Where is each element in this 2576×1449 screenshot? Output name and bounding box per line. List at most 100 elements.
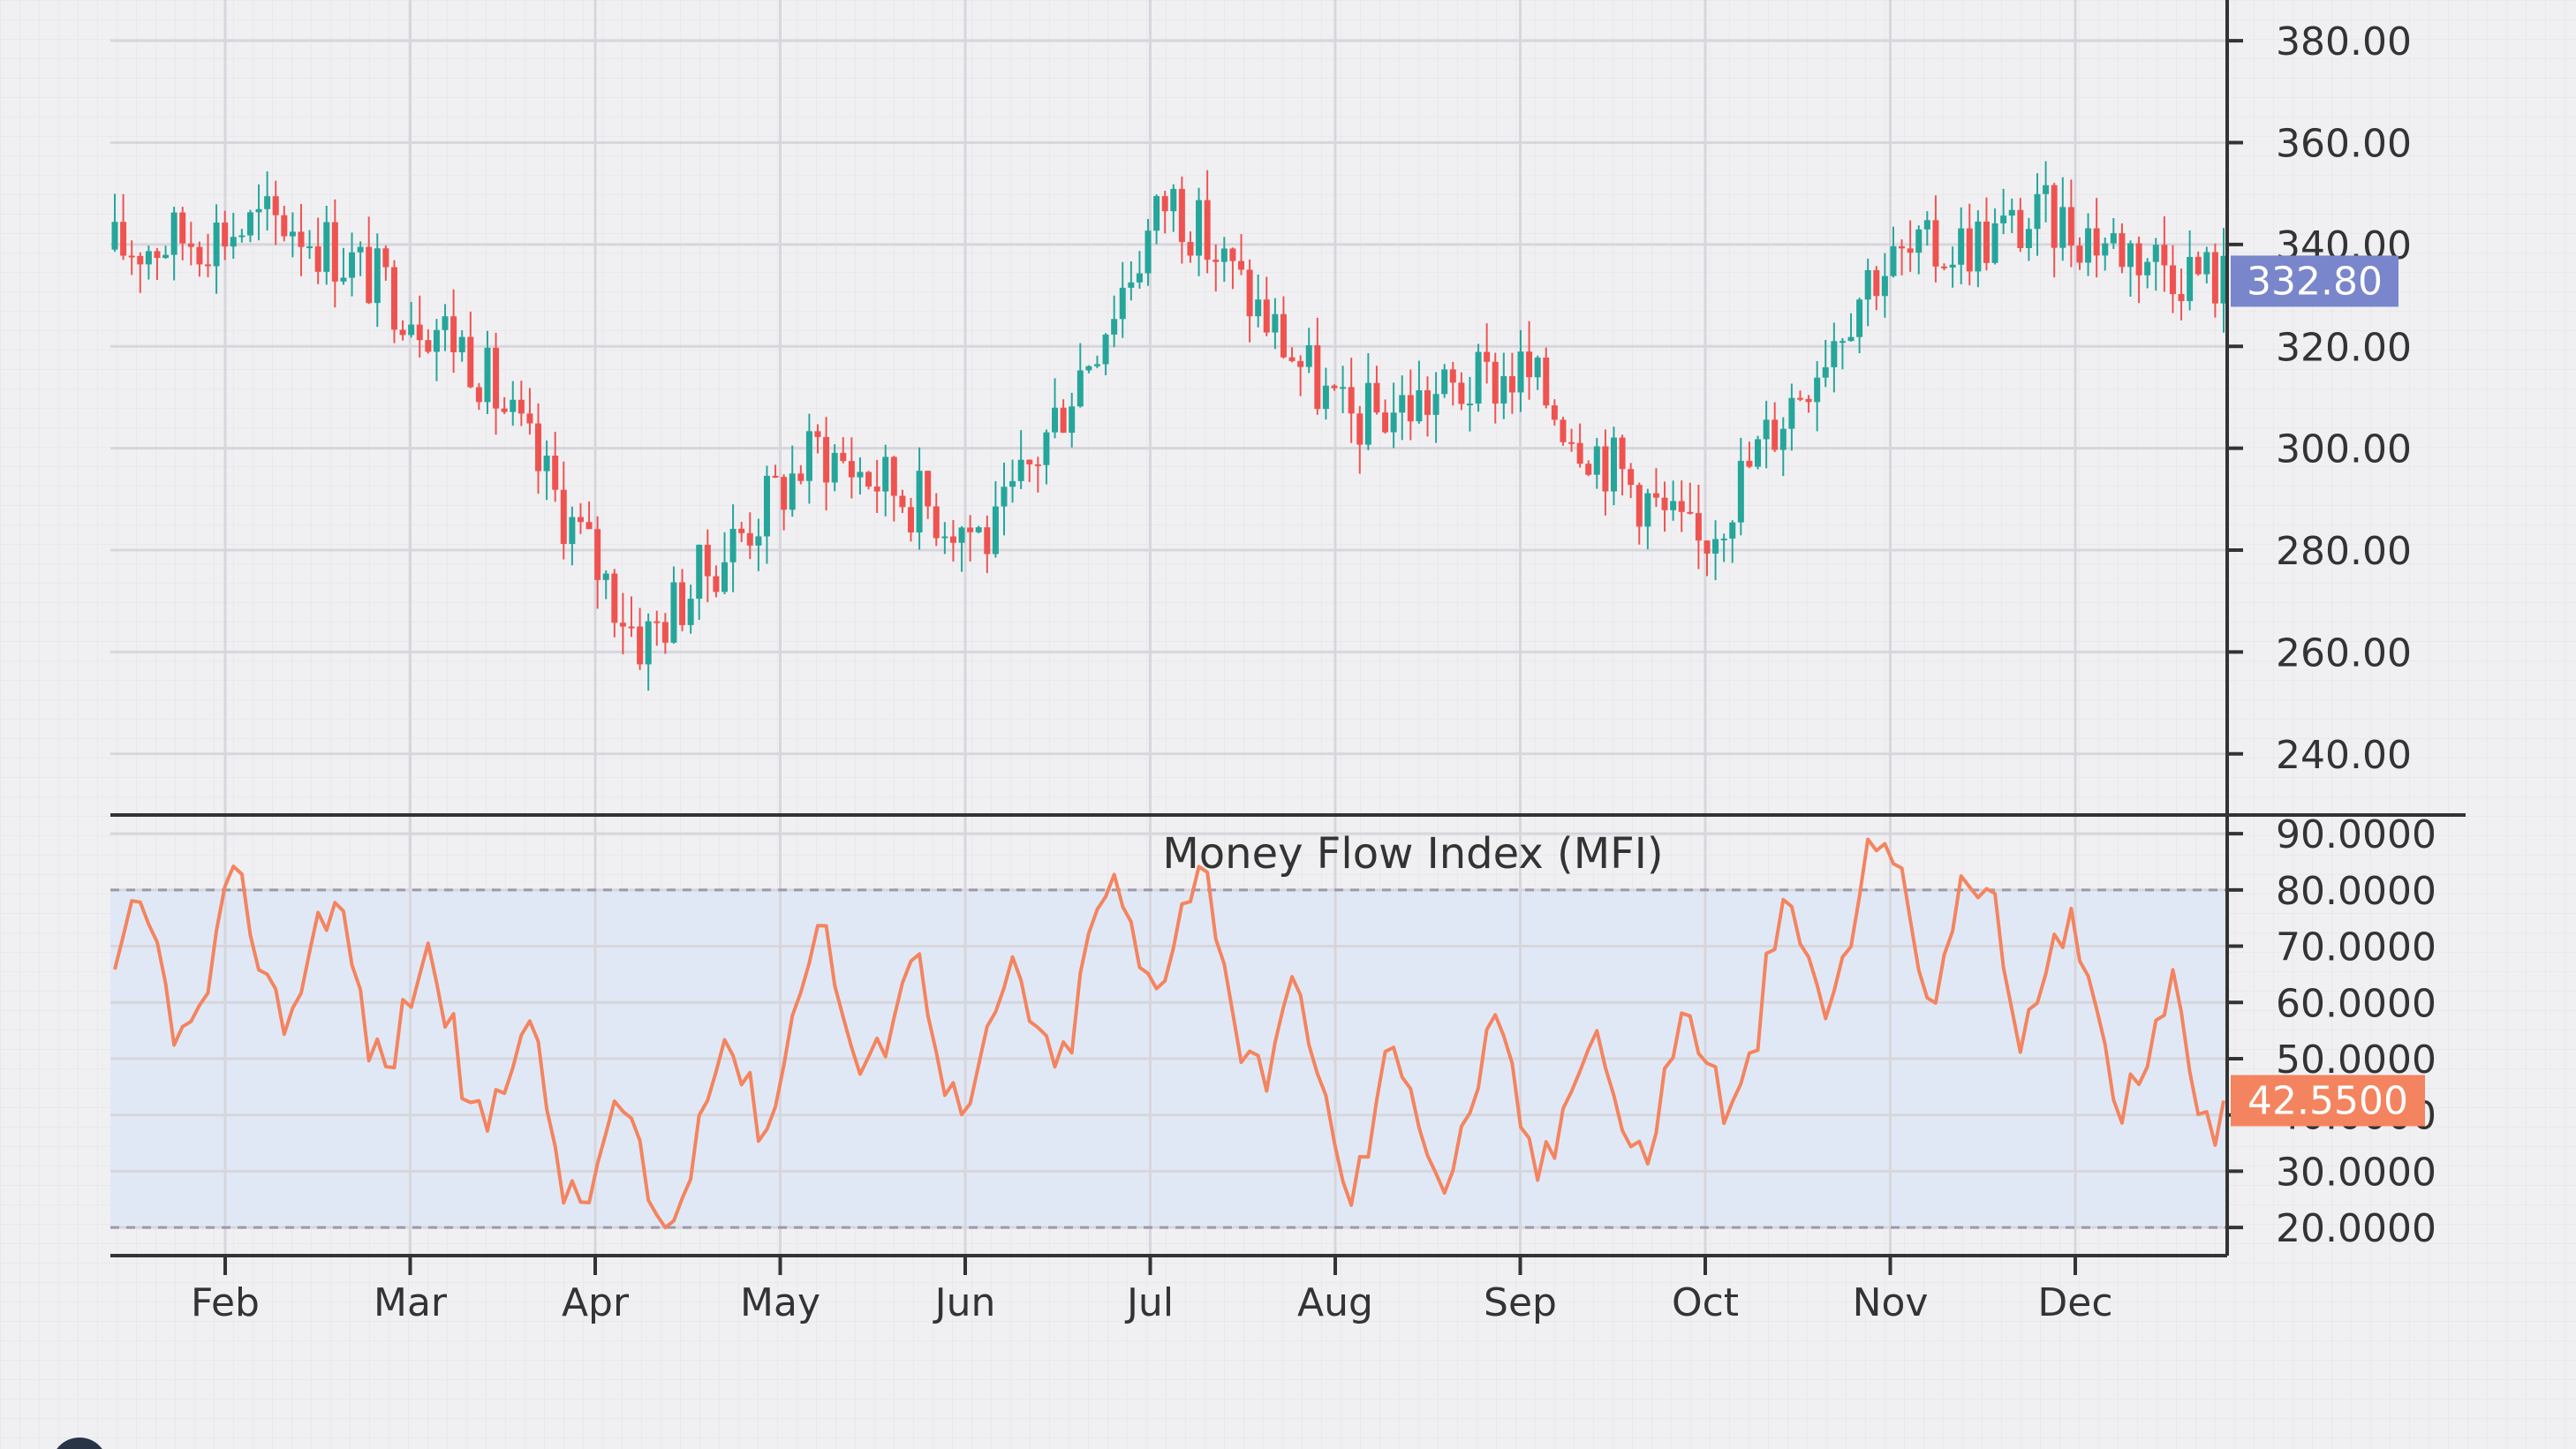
candle-body xyxy=(1069,406,1076,434)
candle-body xyxy=(475,387,482,403)
candle-body xyxy=(1001,487,1008,507)
mfi-y-tick-label: 60.0000 xyxy=(2276,981,2436,1026)
candle-body xyxy=(187,243,194,247)
candle-body xyxy=(1280,313,1287,358)
candle-body xyxy=(848,461,855,478)
candle-body xyxy=(1441,369,1448,395)
candle-body xyxy=(1923,220,1930,230)
candle-body xyxy=(687,599,694,625)
candle-body xyxy=(340,277,347,282)
candle-body xyxy=(1060,407,1067,434)
candle-body xyxy=(2034,193,2041,230)
candle-body xyxy=(984,527,991,555)
candle-body xyxy=(1484,351,1491,362)
candle-body xyxy=(2093,228,2100,256)
candle-body xyxy=(213,223,220,267)
candle-body xyxy=(755,536,762,546)
candle-body xyxy=(2051,185,2058,248)
candle-body xyxy=(526,413,533,424)
candle-body xyxy=(916,471,923,532)
candle-body xyxy=(1703,540,1711,554)
candle-body xyxy=(2144,261,2151,275)
candle-body xyxy=(2017,209,2024,248)
candle-body xyxy=(1458,382,1465,404)
candle-body xyxy=(1771,419,1779,450)
candle-body xyxy=(1856,299,1863,337)
candle-body xyxy=(2059,207,2066,248)
candle-body xyxy=(264,196,271,209)
candle-body xyxy=(1695,513,1702,541)
candle-body xyxy=(1746,460,1753,467)
candle-body xyxy=(611,573,618,623)
candle-body xyxy=(2043,185,2050,194)
candle-body xyxy=(2161,245,2168,266)
candle-body xyxy=(416,324,423,341)
candle-body xyxy=(772,475,779,478)
candle-body xyxy=(831,452,838,483)
candle-body xyxy=(1238,260,1245,270)
candle-body xyxy=(1847,336,1855,342)
candle-body xyxy=(1678,501,1685,512)
candle-body xyxy=(1416,390,1423,422)
candle-body xyxy=(653,621,661,623)
candle-body xyxy=(255,208,262,213)
price-y-tick-label: 300.00 xyxy=(2276,427,2412,472)
candle-body xyxy=(637,626,644,665)
mfi-y-tick-label: 90.0000 xyxy=(2276,812,2436,857)
candle-body xyxy=(543,455,550,472)
candle-body xyxy=(1576,442,1583,464)
candle-body xyxy=(450,316,457,352)
candle-body xyxy=(1814,377,1821,403)
candle-body xyxy=(1348,387,1355,414)
candle-body xyxy=(975,527,982,532)
candle-body xyxy=(2076,245,2083,263)
candle-body xyxy=(1517,351,1524,393)
candle-body xyxy=(1111,319,1118,335)
price-grid xyxy=(110,0,2227,815)
candle-body xyxy=(408,324,415,336)
candle-body xyxy=(1034,464,1041,466)
candle-body xyxy=(120,222,127,256)
candle-body xyxy=(366,246,373,304)
candle-body xyxy=(467,336,474,388)
candle-body xyxy=(1805,398,1812,403)
candle-body xyxy=(1322,385,1329,410)
x-axis: Feb Mar Apr May Jun Jul Aug Sep Oct Nov Dec xyxy=(191,1256,2113,1325)
candle-body xyxy=(1161,196,1168,212)
candle-body xyxy=(992,506,999,555)
candle-body xyxy=(535,423,542,472)
candle-body xyxy=(1864,269,1871,300)
candle-body xyxy=(458,336,465,352)
candle-body xyxy=(1610,437,1617,492)
corner-avatar-icon xyxy=(57,1438,102,1449)
candle-body xyxy=(1593,446,1600,475)
candle-body xyxy=(899,495,906,508)
last-mfi-label: 42.5500 xyxy=(2247,1078,2408,1123)
candle-body xyxy=(399,329,406,336)
candle-body xyxy=(230,237,237,247)
candle-body xyxy=(704,544,711,577)
candle-body xyxy=(763,475,770,537)
candle-body xyxy=(1297,360,1304,367)
candle-body xyxy=(2102,243,2109,256)
candle-body xyxy=(2110,233,2117,244)
candle-body xyxy=(1839,341,1846,343)
candle-body xyxy=(1187,242,1194,256)
candle-body xyxy=(1212,260,1220,262)
candle-body xyxy=(602,573,609,580)
candle-body xyxy=(1644,493,1651,527)
price-candles xyxy=(111,161,2227,691)
candle-body xyxy=(1364,382,1371,445)
candle-body xyxy=(501,408,508,412)
price-y-tick-label: 280.00 xyxy=(2276,529,2412,574)
candle-body xyxy=(1449,369,1456,383)
candle-body xyxy=(2008,209,2015,216)
candle-body xyxy=(493,347,500,409)
candle-body xyxy=(1305,345,1312,367)
candle-body xyxy=(1390,412,1397,433)
candle-body xyxy=(1085,366,1092,371)
candle-body xyxy=(2211,252,2218,304)
candle-body xyxy=(925,471,932,507)
candle-body xyxy=(484,347,491,403)
candle-body xyxy=(2025,229,2032,248)
